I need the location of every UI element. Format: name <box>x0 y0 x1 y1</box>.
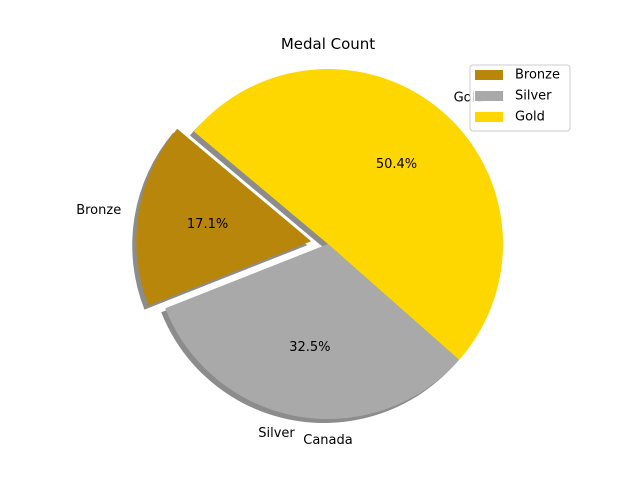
legend: Bronze Silver Gold <box>469 64 571 132</box>
slice-percent-gold: 50.4% <box>376 157 417 172</box>
slice-percent-bronze: 17.1% <box>187 217 228 232</box>
chart-title: Medal Count <box>281 35 375 53</box>
legend-label-gold: Gold <box>515 110 545 125</box>
slice-percent-silver: 32.5% <box>289 340 330 355</box>
legend-label-bronze: Bronze <box>515 68 560 83</box>
pie-slices <box>136 69 503 419</box>
slice-label-bronze: Bronze <box>76 203 121 218</box>
pie-slice-silver <box>165 244 460 419</box>
legend-swatch-silver <box>475 91 503 101</box>
legend-swatch-gold <box>475 112 503 122</box>
pie-slice-gold <box>193 69 503 360</box>
pie-slice-bronze <box>136 128 312 306</box>
x-axis-label: Canada <box>303 433 352 448</box>
slice-label-silver: Silver <box>258 426 295 441</box>
legend-swatch-bronze <box>475 70 503 80</box>
legend-label-silver: Silver <box>515 89 552 104</box>
